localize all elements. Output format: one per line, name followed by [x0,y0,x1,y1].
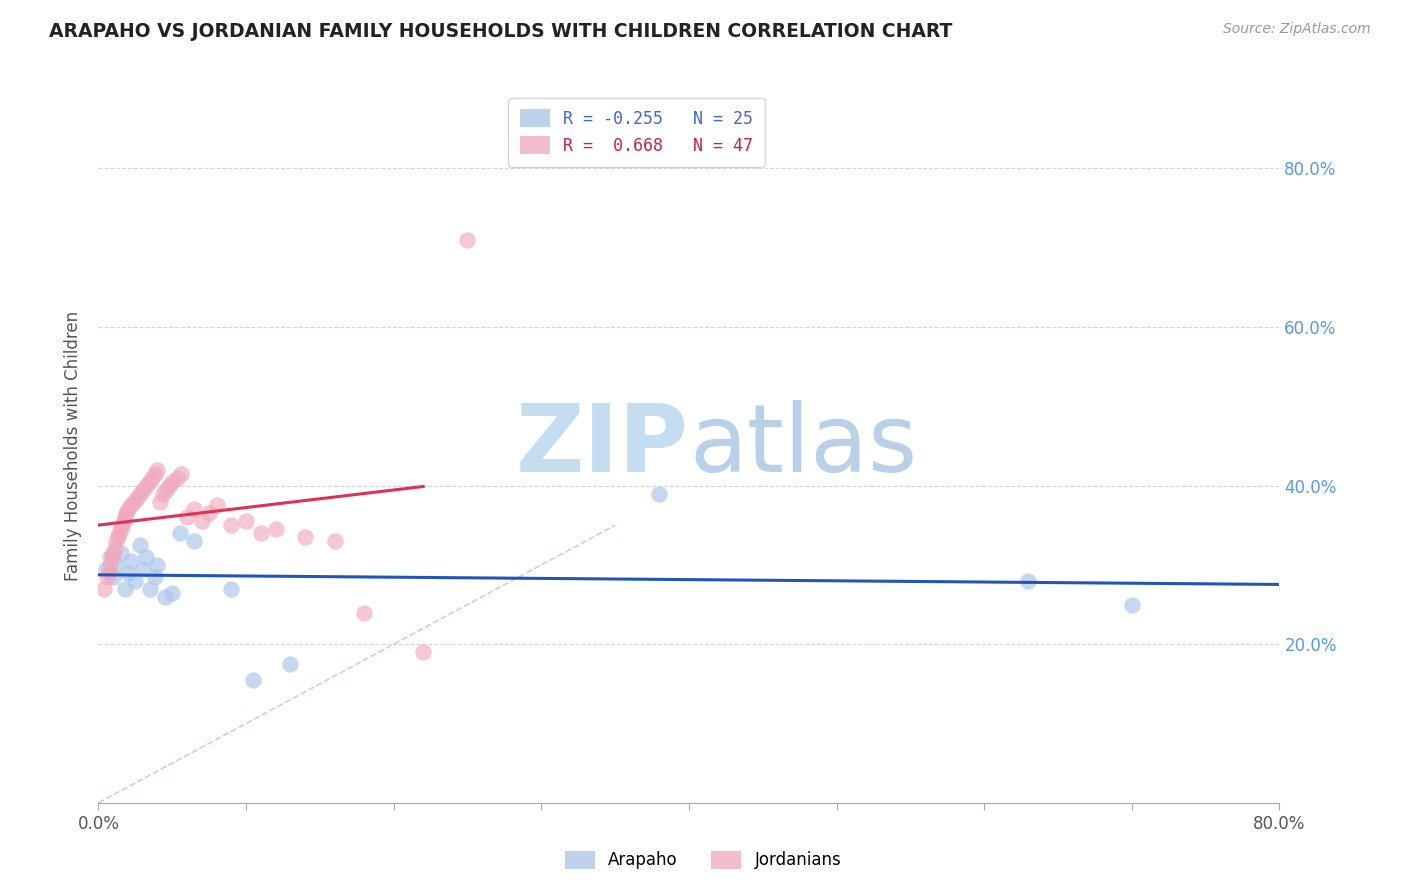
Point [105,558,128,572]
Point [278,657,302,671]
Point [162,585,183,599]
Point [124,574,146,588]
Point [143,570,166,584]
Point [110,522,132,536]
Text: atlas: atlas [689,400,917,492]
Point [1121,598,1143,612]
Point [323,534,346,549]
Point [235,514,257,528]
Point [104,542,127,557]
Point [170,467,193,481]
Point [155,483,177,497]
Point [183,534,205,549]
Point [169,526,191,541]
Legend: R = -0.255   N = 25, R =  0.668   N = 47: R = -0.255 N = 25, R = 0.668 N = 47 [509,97,765,167]
Point [120,499,142,513]
Point [242,673,264,687]
Point [132,483,155,497]
Point [162,475,183,489]
Point [120,554,142,568]
Point [143,467,166,481]
Point [353,606,375,620]
Point [110,546,132,560]
Point [219,518,242,533]
Point [117,502,139,516]
Point [294,530,316,544]
Point [141,471,163,485]
Point [135,549,157,564]
Point [153,590,176,604]
Point [96,570,118,584]
Point [198,507,221,521]
Y-axis label: Family Households with Children: Family Households with Children [65,311,83,581]
Point [117,566,139,580]
Point [219,582,242,596]
Point [152,486,174,500]
Point [412,645,434,659]
Point [146,463,169,477]
Point [191,514,214,528]
Point [114,582,136,596]
Point [139,582,162,596]
Point [205,499,228,513]
Point [103,570,125,584]
Point [648,486,671,500]
Point [107,530,129,544]
Point [146,558,169,572]
Point [128,486,150,500]
Point [98,558,121,572]
Point [112,514,135,528]
Point [456,233,478,247]
Text: ARAPAHO VS JORDANIAN FAMILY HOUSEHOLDS WITH CHILDREN CORRELATION CHART: ARAPAHO VS JORDANIAN FAMILY HOUSEHOLDS W… [49,22,953,41]
Point [98,549,121,564]
Point [1017,574,1039,588]
Point [138,475,160,489]
Point [135,478,157,492]
Point [103,546,125,560]
Point [97,566,120,580]
Point [105,534,128,549]
Point [125,491,148,505]
Point [100,549,122,564]
Point [108,526,131,541]
Point [250,526,273,541]
Point [149,494,172,508]
Point [176,510,198,524]
Point [132,562,155,576]
Point [114,510,136,524]
Point [93,582,115,596]
Legend: Arapaho, Jordanians: Arapaho, Jordanians [555,840,851,880]
Point [157,478,180,492]
Point [94,562,117,576]
Text: Source: ZipAtlas.com: Source: ZipAtlas.com [1223,22,1371,37]
Point [166,471,188,485]
Point [183,502,205,516]
Point [128,538,150,552]
Point [115,507,138,521]
Point [111,518,134,533]
Point [122,494,145,508]
Text: ZIP: ZIP [516,400,689,492]
Point [264,522,287,536]
